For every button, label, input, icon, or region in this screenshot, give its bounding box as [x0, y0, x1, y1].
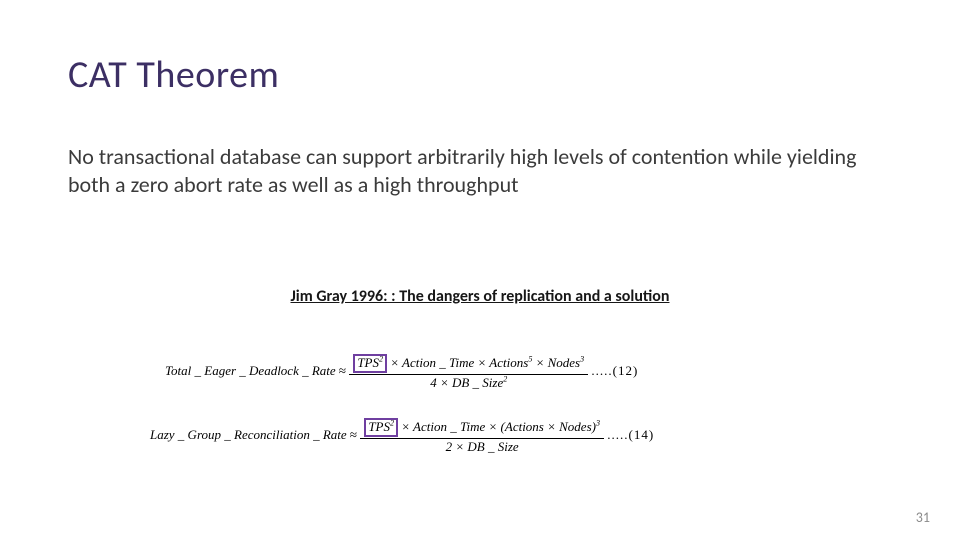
- eq2-lhs: Lazy _ Group _ Reconciliation _ Rate: [150, 427, 347, 442]
- slide-body-text: No transactional database can support ar…: [68, 143, 888, 198]
- eq1-fraction: TPS2 × Action _ Time × Actions5 × Nodes3…: [349, 354, 588, 390]
- eq2-num-exp: 3: [596, 419, 600, 428]
- eq1-num-rest: × Action _ Time × Actions: [390, 355, 528, 370]
- equation-2: Lazy _ Group _ Reconciliation _ Rate ≈ T…: [150, 418, 654, 454]
- slide-title: CAT Theorem: [68, 52, 279, 98]
- eq2-fraction: TPS2 × Action _ Time × (Actions × Nodes)…: [360, 418, 604, 454]
- citation-link[interactable]: Jim Gray 1996: : The dangers of replicat…: [0, 287, 960, 306]
- approx-symbol: ≈: [339, 363, 349, 378]
- eq2-tps-exp: 2: [390, 419, 394, 428]
- eq1-nodes-exp: 3: [580, 355, 584, 364]
- page-number: 31: [916, 509, 930, 526]
- eq1-lhs: Total _ Eager _ Deadlock _ Rate: [165, 363, 336, 378]
- eq1-actions-exp: 5: [528, 355, 532, 364]
- slide: CAT Theorem No transactional database ca…: [0, 0, 960, 540]
- equation-1: Total _ Eager _ Deadlock _ Rate ≈ TPS2 ×…: [165, 354, 638, 390]
- eq1-tps-highlight: TPS2: [353, 354, 387, 373]
- eq1-tps: TPS: [357, 355, 379, 370]
- eq1-tps-exp: 2: [379, 355, 383, 364]
- eq2-num-rest: × Action _ Time × (Actions × Nodes): [401, 419, 596, 434]
- eq2-den: 2 × DB _ Size: [446, 439, 519, 454]
- eq1-num-nodes: × Nodes: [536, 355, 581, 370]
- eq2-tps: TPS: [368, 419, 390, 434]
- eq2-tag: .....(14): [607, 427, 654, 442]
- eq1-den-exp: 2: [503, 375, 507, 384]
- eq2-tps-highlight: TPS2: [364, 418, 398, 437]
- eq1-den: 4 × DB _ Size: [430, 375, 503, 390]
- approx-symbol: ≈: [350, 427, 360, 442]
- eq1-tag: .....(12): [591, 363, 638, 378]
